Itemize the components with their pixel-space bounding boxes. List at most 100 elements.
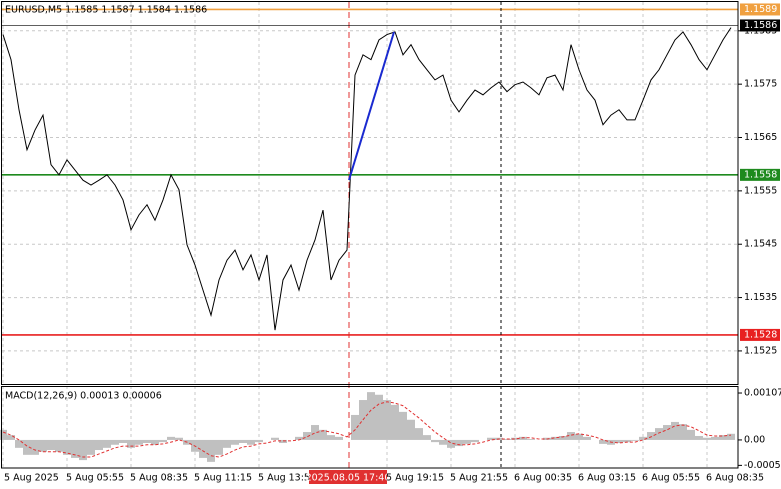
macd-bar: [647, 432, 655, 440]
price-level-label: 1.1558: [744, 169, 777, 180]
y-tick-label: 0.00107: [744, 388, 781, 399]
macd-bar: [463, 439, 471, 444]
macd-bar: [127, 439, 135, 448]
y-tick-label: 1.1525: [744, 345, 777, 356]
macd-bar: [143, 439, 151, 444]
macd-bar: [39, 439, 47, 452]
macd-bar: [511, 437, 519, 440]
macd-bar: [695, 435, 703, 440]
macd-bar: [583, 436, 591, 440]
price-line: [2, 27, 732, 331]
macd-bar: [615, 439, 623, 444]
macd-bar: [655, 428, 663, 440]
macd-bar: [95, 439, 103, 451]
x-tick-label: 5 Aug 13:55: [258, 473, 316, 484]
x-tick-label: 6 Aug 05:55: [642, 473, 700, 484]
macd-bar: [31, 439, 39, 455]
macd-bar: [255, 439, 263, 443]
macd-bar: [111, 439, 119, 445]
overlay: 1.15851.15751.15651.15551.15451.15351.15…: [4, 3, 781, 484]
macd-bar: [79, 439, 87, 461]
macd-bar: [207, 439, 215, 462]
grid: [2, 2, 738, 468]
macd-bar: [7, 435, 15, 440]
price-level-label: 1.1528: [744, 329, 777, 340]
x-tick-label: 5 Aug 11:15: [194, 473, 252, 484]
macd-bar: [631, 439, 639, 441]
x-tick-label: 6 Aug 03:15: [578, 473, 636, 484]
macd-bar: [687, 429, 695, 440]
macd-bar: [639, 436, 647, 440]
macd-bar: [415, 428, 423, 440]
y-tick-label: 1.1565: [744, 132, 777, 143]
macd-bar: [159, 439, 167, 443]
macd-bar: [215, 439, 223, 455]
highlight-box: [309, 470, 387, 484]
macd-bar: [63, 439, 71, 455]
y-tick-label: 1.1575: [744, 79, 777, 90]
trend-line: [348, 31, 395, 181]
macd-bar: [551, 436, 559, 440]
macd-bar: [15, 439, 23, 448]
macd-bar: [391, 404, 399, 440]
macd-bar: [55, 439, 63, 452]
macd-bar: [423, 435, 431, 440]
x-tick-label: 2025.08.05 17:40: [306, 473, 391, 484]
macd-bar: [239, 439, 247, 444]
y-tick-label: 1.1535: [744, 292, 777, 303]
macd-bar: [727, 433, 735, 440]
macd-bar: [295, 436, 303, 440]
macd-bar: [559, 435, 567, 440]
macd-bar: [703, 437, 711, 440]
macd-bar: [431, 439, 439, 443]
macd-bar: [175, 437, 183, 440]
macd-bar: [383, 400, 391, 440]
macd-bar: [271, 437, 279, 440]
macd-bar: [47, 439, 55, 451]
macd-bar: [519, 436, 527, 440]
macd-bar: [599, 439, 607, 444]
macd-bar: [23, 439, 31, 455]
macd-frame: [1, 386, 739, 469]
macd-bar: [679, 424, 687, 440]
macd-bar: [623, 439, 631, 443]
x-tick-label: 5 Aug 08:35: [130, 473, 188, 484]
price-level-box: [740, 328, 780, 341]
macd-bar: [527, 439, 535, 440]
macd-bar: [319, 429, 327, 440]
price-level-box: [740, 19, 780, 32]
macd-bar: [407, 419, 415, 440]
macd-bar: [663, 425, 671, 440]
main-frame: [1, 1, 739, 385]
macd-bar: [223, 439, 231, 448]
macd-bar: [135, 439, 143, 445]
macd-bar: [455, 439, 463, 447]
chart-title: EURUSD,M5 1.1585 1.1587 1.1584 1.1586: [5, 5, 207, 16]
macd-bar: [311, 425, 319, 440]
macd-bar: [87, 439, 95, 455]
y-tick-label: 0.00: [744, 434, 765, 445]
macd-bar: [327, 435, 335, 440]
macd-bar: [167, 436, 175, 440]
macd-bar: [247, 439, 255, 445]
macd-bar: [719, 435, 727, 440]
macd-bar: [335, 436, 343, 440]
macd-bar: [671, 421, 679, 440]
signal-line: [2, 401, 732, 458]
macd-bar: [0, 429, 7, 440]
y-tick-label: 1.1545: [744, 239, 777, 250]
macd-bar: [567, 432, 575, 440]
macd-bar: [367, 392, 375, 440]
x-tick-label: 5 Aug 21:55: [450, 473, 508, 484]
macd-bar: [711, 436, 719, 440]
macd-bar: [487, 437, 495, 440]
macd-bar: [199, 439, 207, 458]
macd-bar: [119, 439, 127, 444]
macd-bar: [103, 439, 111, 448]
macd-bar: [351, 414, 359, 440]
marks: [0, 8, 738, 462]
macd-bar: [231, 439, 239, 445]
macd-bar: [303, 432, 311, 440]
macd-title: MACD(12,26,9) 0.00013 0.00006: [5, 391, 162, 402]
